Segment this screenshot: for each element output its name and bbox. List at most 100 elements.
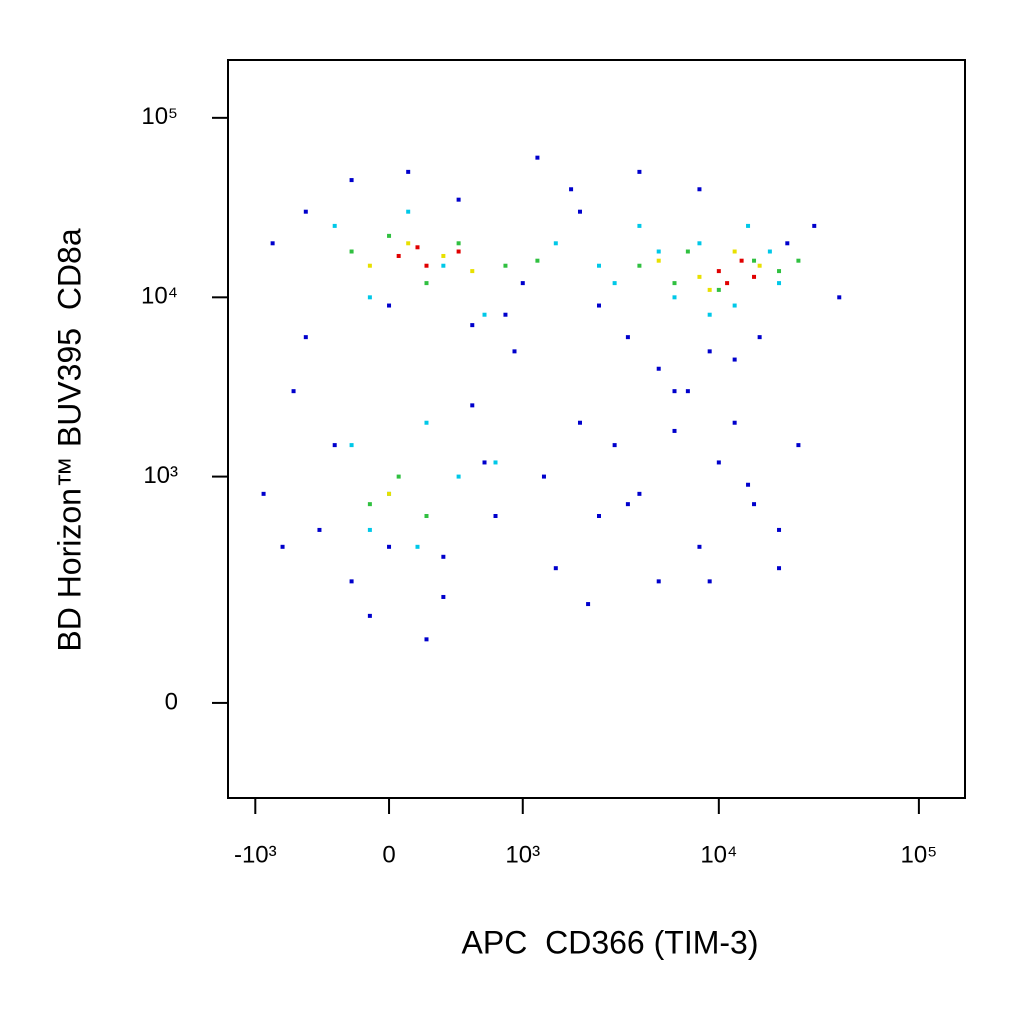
point — [812, 223, 817, 228]
point — [612, 443, 617, 448]
point — [757, 263, 762, 268]
point — [725, 281, 730, 286]
point — [270, 241, 275, 246]
point — [746, 482, 751, 487]
point — [656, 366, 661, 371]
point — [553, 241, 558, 246]
point — [456, 474, 461, 479]
point — [777, 527, 782, 532]
point — [637, 169, 642, 174]
point — [707, 287, 712, 292]
point — [520, 281, 525, 286]
point — [596, 513, 601, 518]
point — [387, 233, 392, 238]
point — [387, 491, 392, 496]
point — [707, 349, 712, 354]
point — [716, 287, 721, 292]
point — [470, 323, 475, 328]
point — [777, 269, 782, 274]
point — [332, 443, 337, 448]
point — [503, 263, 508, 268]
point — [746, 223, 751, 228]
y-axis-label: BD Horizon™ BUV395 CD8a — [51, 228, 87, 651]
point — [767, 249, 772, 254]
point — [367, 613, 372, 618]
point — [406, 169, 411, 174]
point — [716, 269, 721, 274]
point — [577, 420, 582, 425]
point — [777, 281, 782, 286]
point — [697, 544, 702, 549]
point — [441, 263, 446, 268]
point — [424, 263, 429, 268]
x-tick-label: 10³ — [505, 841, 540, 868]
point — [349, 249, 354, 254]
point — [553, 566, 558, 571]
point — [837, 295, 842, 300]
point — [406, 241, 411, 246]
point — [732, 303, 737, 308]
point — [367, 295, 372, 300]
point — [387, 303, 392, 308]
point — [482, 460, 487, 465]
point — [596, 263, 601, 268]
point — [512, 349, 517, 354]
x-axis-label: APC CD366 (TIM-3) — [462, 924, 759, 960]
point — [752, 274, 757, 279]
point — [349, 443, 354, 448]
x-tick-label: 10⁵ — [901, 841, 938, 868]
point — [280, 544, 285, 549]
point — [796, 258, 801, 263]
point — [732, 420, 737, 425]
point — [625, 502, 630, 507]
point — [732, 249, 737, 254]
point — [332, 223, 337, 228]
point — [406, 209, 411, 214]
point — [317, 527, 322, 532]
point — [424, 637, 429, 642]
point — [441, 253, 446, 258]
point — [656, 579, 661, 584]
point — [685, 389, 690, 394]
point — [367, 263, 372, 268]
point — [456, 249, 461, 254]
y-tick-label: 10³ — [143, 462, 178, 489]
x-tick-label: -10³ — [234, 841, 277, 868]
y-tick-label: 0 — [165, 688, 178, 715]
point — [697, 274, 702, 279]
point — [716, 460, 721, 465]
point — [796, 443, 801, 448]
point — [367, 527, 372, 532]
point — [685, 249, 690, 254]
point — [424, 420, 429, 425]
point — [441, 554, 446, 559]
x-tick-label: 0 — [382, 841, 395, 868]
point — [672, 428, 677, 433]
point — [672, 281, 677, 286]
point — [752, 502, 757, 507]
point — [707, 312, 712, 317]
point — [415, 544, 420, 549]
point — [697, 187, 702, 192]
point — [541, 474, 546, 479]
point — [349, 579, 354, 584]
y-tick-label: 10⁴ — [141, 283, 178, 310]
point — [612, 281, 617, 286]
point — [739, 258, 744, 263]
point — [569, 187, 574, 192]
point — [470, 269, 475, 274]
point — [586, 602, 591, 607]
point — [732, 357, 737, 362]
point — [656, 258, 661, 263]
point — [441, 594, 446, 599]
point — [349, 178, 354, 183]
point — [672, 295, 677, 300]
point — [424, 513, 429, 518]
point — [396, 253, 401, 258]
point — [482, 312, 487, 317]
point — [625, 335, 630, 340]
point — [535, 258, 540, 263]
point — [752, 258, 757, 263]
